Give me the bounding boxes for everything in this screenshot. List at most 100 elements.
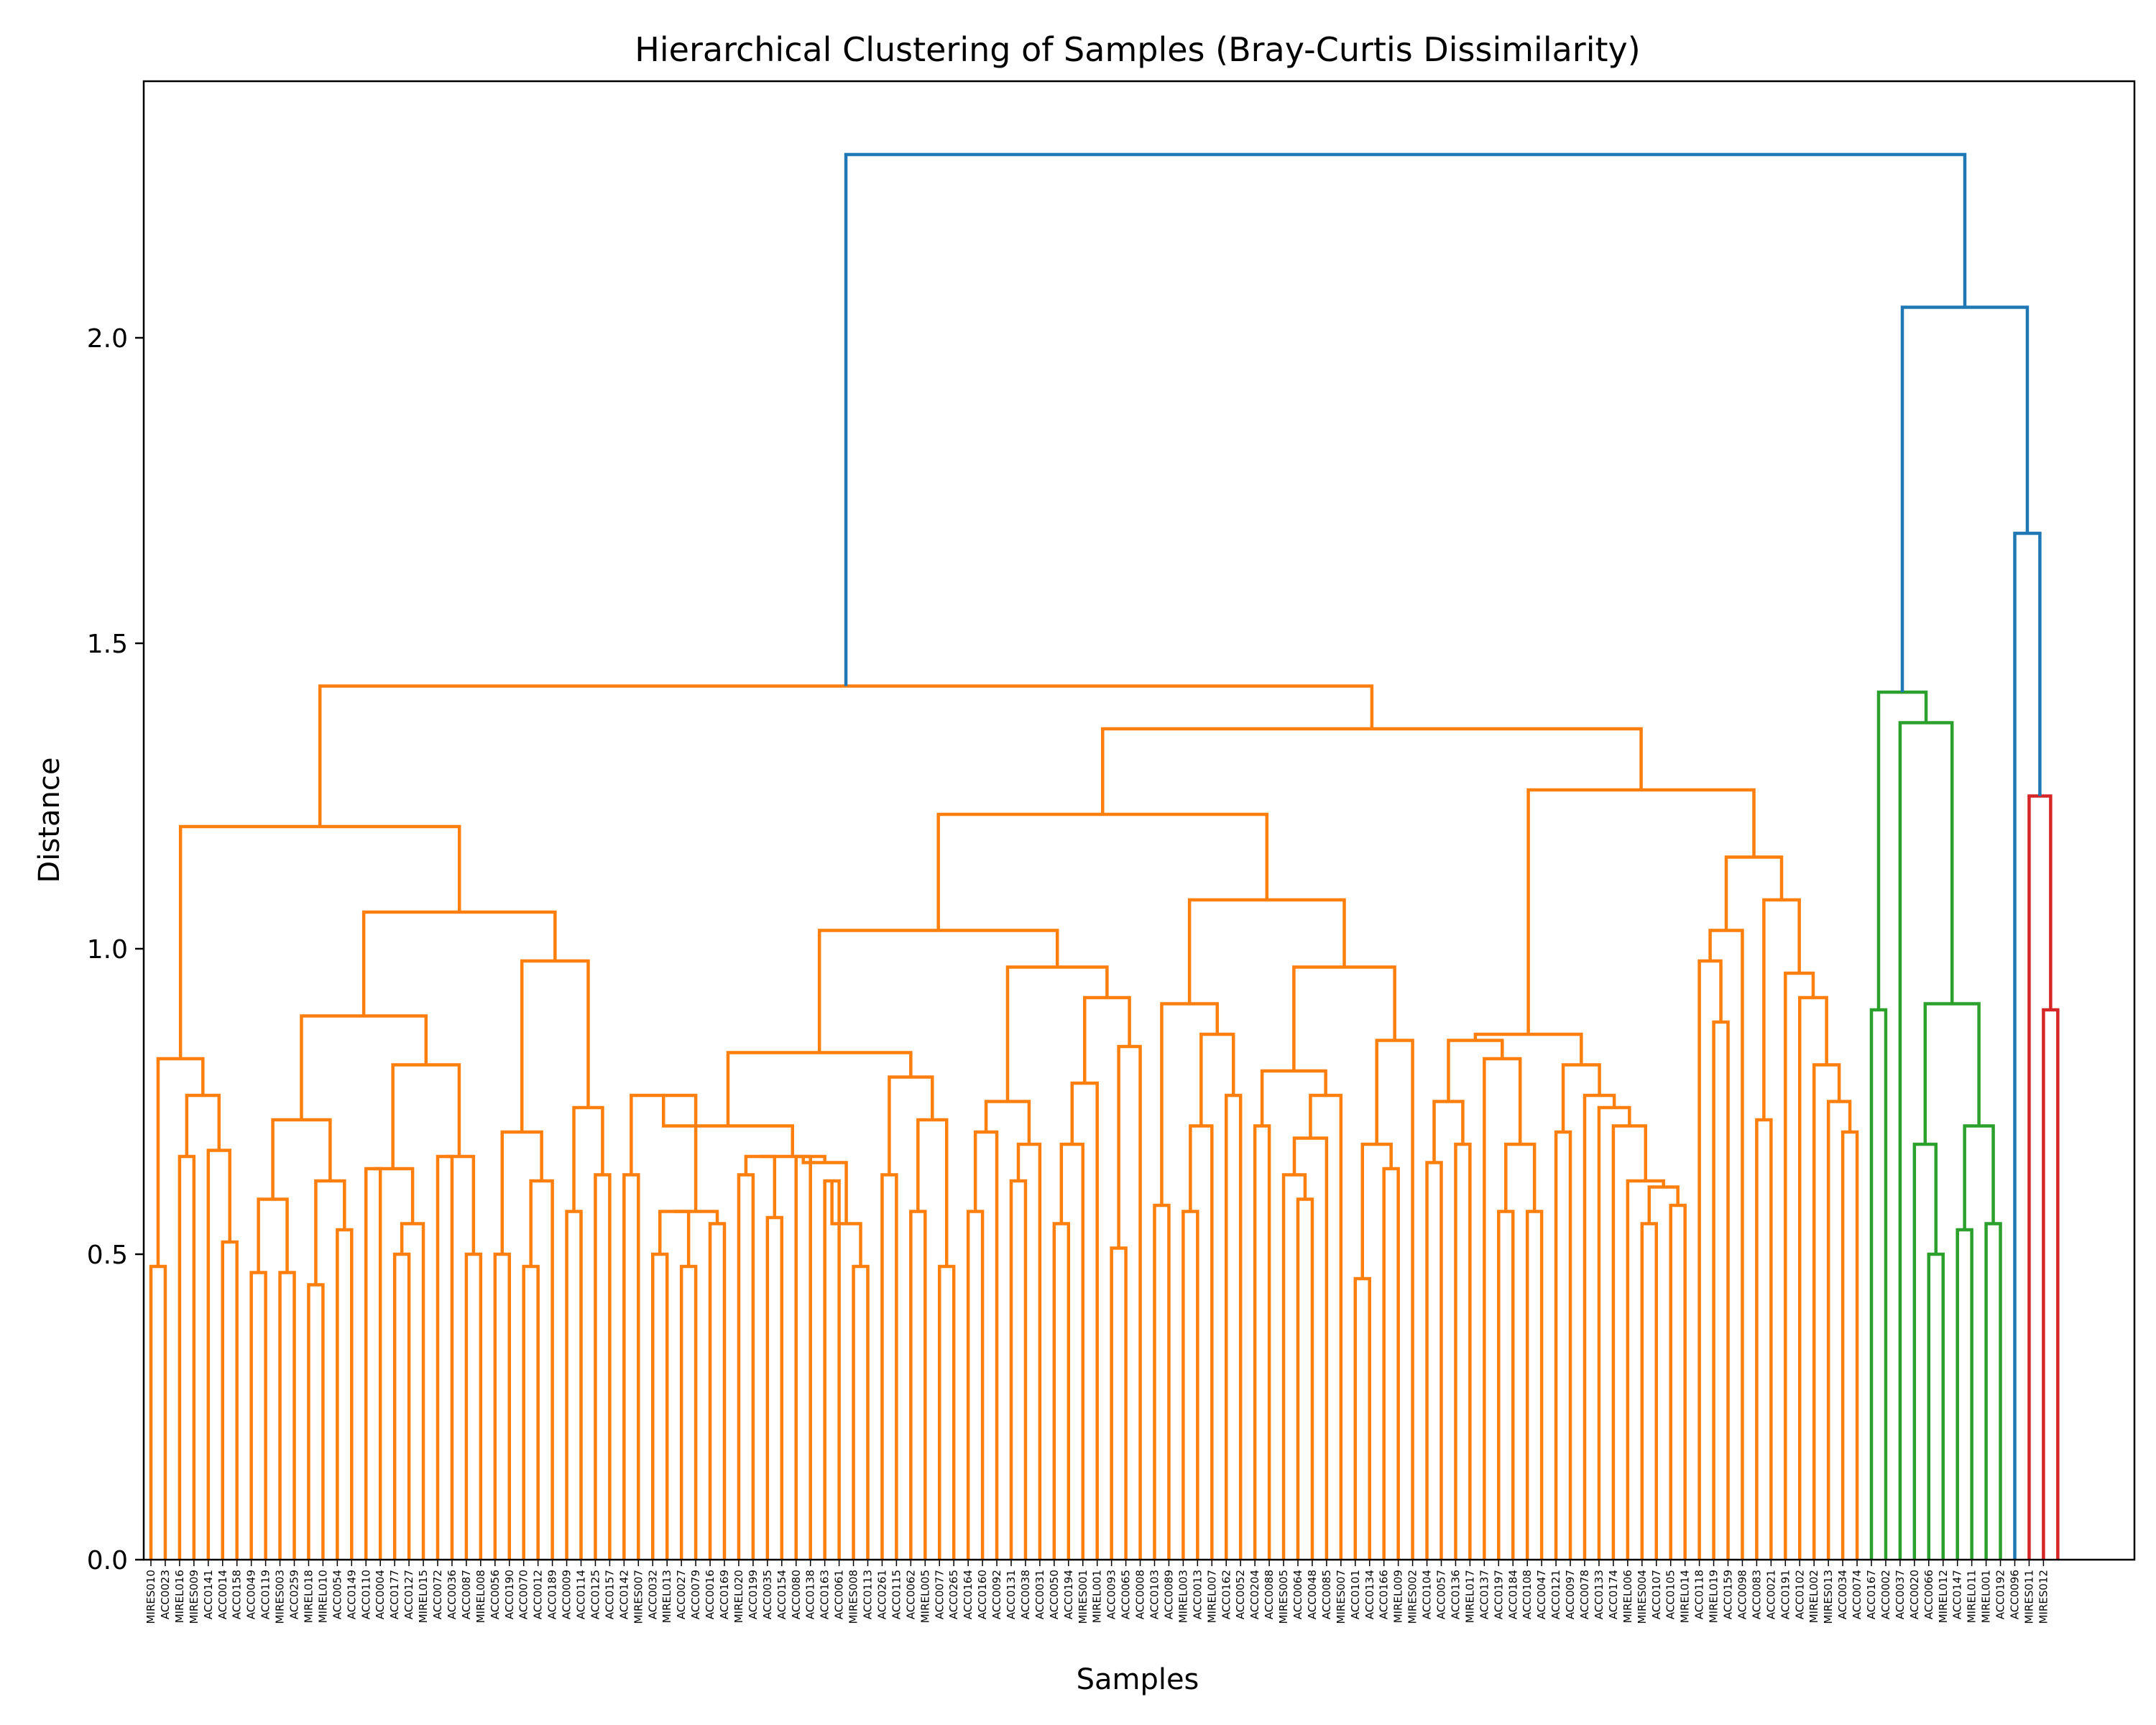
leaf-label: ACC0027	[675, 1570, 688, 1619]
leaf-label: ACC0102	[1793, 1570, 1806, 1619]
link-B11	[373, 1167, 415, 1224]
leaf-label: MIREL001	[1091, 1570, 1104, 1623]
leaf-label: ACC0066	[1922, 1570, 1935, 1619]
x-axis-label: Samples	[1077, 1663, 1199, 1696]
leaf-label: ACC0083	[1750, 1570, 1763, 1619]
leaf-label: ACC0032	[646, 1570, 659, 1619]
leaf-label: ACC0137	[1478, 1570, 1491, 1619]
leaf-label: MIRES013	[1822, 1570, 1835, 1624]
leaf-label: ACC0134	[1363, 1570, 1376, 1619]
leaf-label: ACC0016	[704, 1570, 717, 1619]
leaf-label: ACC0056	[489, 1570, 502, 1619]
leaf-label: MIRES007	[632, 1570, 645, 1624]
leaf-label: MIREL018	[302, 1570, 315, 1623]
leaf-label: MIRES008	[847, 1570, 860, 1624]
leaf-label: ACC0097	[1564, 1570, 1577, 1619]
link-D6	[674, 1210, 719, 1224]
leaf-label: ACC0054	[331, 1570, 344, 1619]
leaf-label: MIREL012	[1937, 1570, 1950, 1623]
leaf-label: ACC0103	[1148, 1570, 1161, 1619]
leaf-label: ACC0115	[890, 1570, 903, 1619]
leaf-label: ACC0160	[976, 1570, 989, 1619]
y-tick-label: 2.0	[87, 324, 128, 354]
leaf-label: ACC0119	[259, 1570, 272, 1619]
leaf-label: ACC0192	[1994, 1570, 2007, 1619]
leaf-label: ACC0108	[1521, 1570, 1534, 1619]
leaf-label: ACC0004	[374, 1570, 387, 1619]
leaf-label: ACC0125	[589, 1570, 602, 1619]
leaf-label: MIREL014	[1679, 1570, 1692, 1623]
leaf-label: ACC0085	[1320, 1570, 1333, 1619]
leaf-label: MIREL005	[918, 1570, 931, 1623]
leaf-label: ACC0149	[345, 1570, 358, 1619]
leaf-label: ACC0070	[517, 1570, 530, 1619]
leaf-label: ACC0265	[947, 1570, 960, 1619]
leaf-label: ACC0047	[1535, 1570, 1548, 1619]
leaf-label: ACC0259	[288, 1570, 301, 1619]
leaf-label: ACC0062	[904, 1570, 917, 1619]
y-axis-label: Distance	[33, 758, 66, 883]
leaf-label: ACC0184	[1506, 1570, 1519, 1619]
leaf-label: ACC0110	[359, 1570, 372, 1619]
leaf-label: ACC0141	[202, 1570, 215, 1619]
leaf-label: ACC0093	[1105, 1570, 1118, 1619]
leaf-label: ACC0154	[775, 1570, 788, 1619]
leaf-label: ACC0159	[1722, 1570, 1735, 1619]
leaf-label: ACC0133	[1593, 1570, 1606, 1619]
leaf-label: MIREL011	[1966, 1570, 1978, 1623]
leaf-label: ACC0077	[933, 1570, 946, 1619]
leaf-label: MIREL002	[1807, 1570, 1820, 1623]
leaf-label: ACC0074	[1851, 1570, 1864, 1619]
leaf-label: ACC0194	[1062, 1570, 1075, 1619]
leaf-labels: MIRES010 ACC0023 MIREL016 MIRES009 ACC0141 AC…	[144, 1560, 2050, 1624]
leaf-label: ACC0002	[1879, 1570, 1892, 1619]
leaf-label: MIREL003	[1176, 1570, 1189, 1623]
leaf-label: ACC0197	[1492, 1570, 1505, 1619]
leaf-label: ACC0191	[1779, 1570, 1792, 1619]
leaf-label: ACC0052	[1234, 1570, 1247, 1619]
leaf-label: MIRES001	[1077, 1570, 1089, 1624]
leaf-label: ACC0162	[1220, 1570, 1233, 1619]
link-U3	[844, 152, 1967, 686]
leaf-label: ACC0105	[1664, 1570, 1677, 1619]
y-tick-label: 1.5	[87, 630, 128, 659]
leaf-label: ACC0065	[1120, 1570, 1133, 1619]
dendrogram-links	[149, 152, 2060, 1560]
plot-frame	[142, 80, 2136, 1561]
leaf-label: ACC0113	[862, 1570, 875, 1619]
leaf-label: MIREL015	[417, 1570, 430, 1623]
leaf-label: ACC0147	[1951, 1570, 1964, 1619]
leaf-label: ACC0021	[1764, 1570, 1777, 1619]
leaf-label: ACC0020	[1908, 1570, 1921, 1619]
leaf-label: MIREL001	[1980, 1570, 1993, 1623]
leaf-label: ACC0092	[990, 1570, 1003, 1619]
leaf-label: ACC0023	[159, 1570, 172, 1619]
leaf-label: ACC0114	[575, 1570, 588, 1619]
leaf-label: ACC0088	[1263, 1570, 1276, 1619]
leaf-label: ACC0138	[804, 1570, 817, 1619]
link-D16	[760, 1154, 826, 1163]
leaf-label: ACC0049	[245, 1570, 258, 1619]
leaf-label: ACC0098	[1736, 1570, 1749, 1619]
leaf-label: ACC0050	[1048, 1570, 1061, 1619]
leaf-label: MIREL013	[660, 1570, 673, 1623]
leaf-label: MIREL016	[173, 1570, 186, 1623]
leaf-label: ACC0261	[875, 1570, 888, 1619]
leaf-label: ACC0118	[1693, 1570, 1706, 1619]
leaf-label: ACC0199	[747, 1570, 760, 1619]
leaf-label: ACC0107	[1650, 1570, 1663, 1619]
leaf-label: ACC0009	[561, 1570, 573, 1619]
leaf-label: ACC0101	[1349, 1570, 1362, 1619]
leaf-label: ACC0096	[2009, 1570, 2022, 1619]
leaf-label: ACC0169	[718, 1570, 731, 1619]
leaf-label: MIREL007	[1205, 1570, 1218, 1623]
link-B14	[444, 1154, 476, 1254]
leaf-label: ACC0131	[1005, 1570, 1018, 1619]
leaf-label: MIREL019	[1708, 1570, 1720, 1623]
y-tick-label: 0.5	[87, 1241, 128, 1270]
leaf-label: ACC0013	[1191, 1570, 1204, 1619]
leaf-label: ACC0104	[1421, 1570, 1434, 1619]
leaf-label: ACC0008	[1134, 1570, 1147, 1619]
leaf-label: ACC0012	[532, 1570, 545, 1619]
